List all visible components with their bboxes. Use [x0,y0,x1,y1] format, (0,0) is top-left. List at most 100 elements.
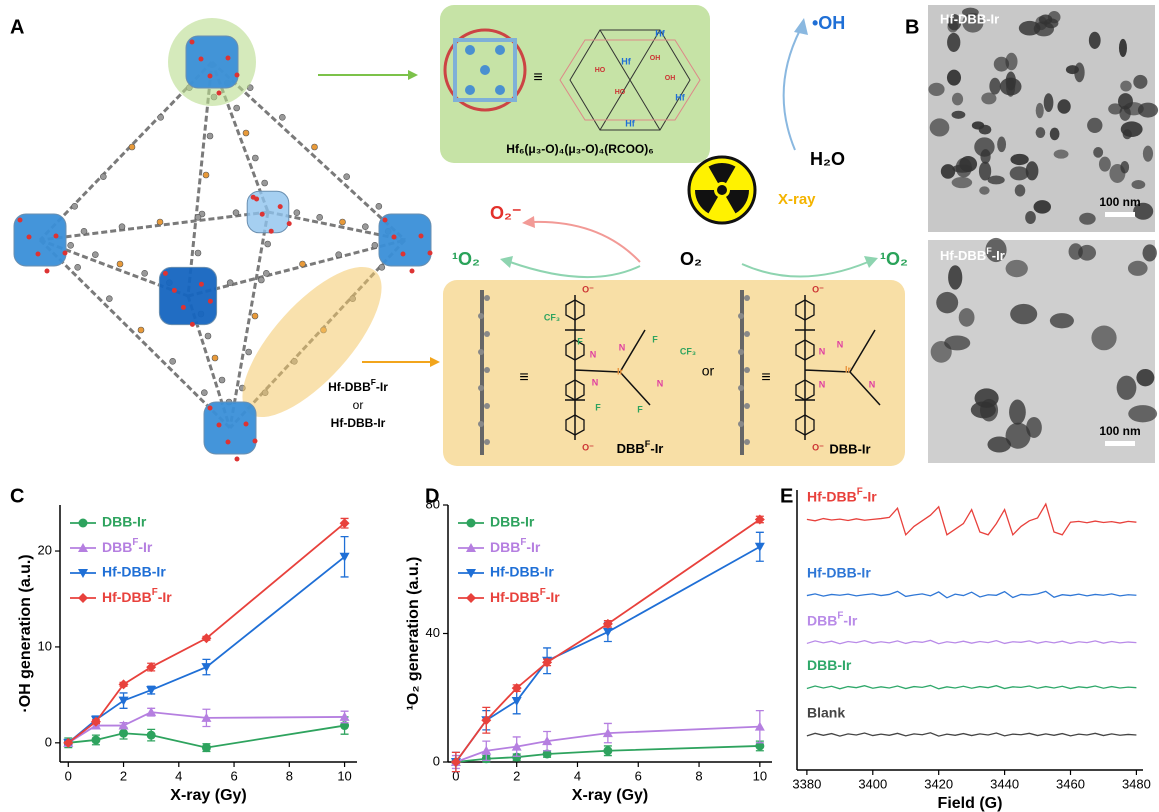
particle [1133,75,1147,89]
tem-label: Hf-DBBF-Ir [940,246,1005,263]
particle [952,111,966,119]
legend-marker [467,519,476,528]
x-tick-label: 4 [574,768,581,783]
atom [63,251,68,256]
atom-label: N [592,377,599,387]
particle [1143,146,1153,162]
radiation-center [717,185,727,195]
y-tick-label: 10 [38,638,52,653]
legend-label: Hf-DBB-Ir [102,564,166,580]
particle [1044,93,1054,112]
particle [1124,102,1144,115]
text-part: -Ir [526,539,541,555]
atom [383,218,388,223]
x-tick-label: 8 [286,768,293,783]
panel-label: C [10,485,24,507]
particle [1015,184,1025,196]
atom-label: N [657,378,664,388]
atom [372,242,378,248]
hf-atom: Hf [625,118,635,128]
cluster-box [440,5,710,163]
atom [419,234,424,239]
text-part: DBB [807,612,837,628]
atom [744,295,750,301]
marker [91,735,100,744]
text-part: -Ir [650,441,663,456]
figure: A B C D E HfHfHfHfHOOHHOOH ≡ Hf₆(μ₃-O)₄(… [0,0,1159,812]
text-part: Hf-DBB [940,248,986,263]
atom-label: F [577,336,583,346]
equiv: ≡ [519,369,528,386]
atom [252,313,258,319]
atom [100,174,106,180]
particle [1128,261,1148,276]
hydroxyl: OH [665,75,676,82]
atom [243,130,249,136]
atom [269,229,274,234]
particle [1120,81,1131,92]
particle [959,308,975,327]
atom [379,264,385,270]
text-part: -Ir [158,589,173,605]
particle [1128,405,1157,422]
atom-label: O⁻ [812,442,824,452]
atom [181,305,186,310]
particle [1109,164,1125,183]
particle [979,186,989,194]
y-tick-label: 20 [38,542,52,557]
singlet-oxygen-label: ¹O₂ [452,249,480,269]
legend-label: DBBF-Ir [490,537,541,555]
particle [1123,129,1132,139]
y-axis-label: ¹O₂ generation (a.u.) [405,557,422,711]
particle [994,57,1009,72]
x-tick-label: 3480 [1122,776,1151,791]
atom [278,204,283,209]
atom [36,252,41,257]
atom [235,73,240,78]
particle [989,78,1000,95]
atom [158,114,164,120]
marker [119,729,128,738]
atom [465,85,475,95]
particle [1044,18,1058,28]
atom [106,296,112,302]
atom [392,235,397,240]
atom [428,251,433,256]
particle [972,121,984,129]
atom [207,133,213,139]
atom [253,439,258,444]
atom-label: F [595,402,601,412]
particle [1087,118,1102,133]
atom [205,333,211,339]
atom [478,385,484,391]
legend-label: Hf-DBBF-Ir [102,587,172,605]
atom-label: N [869,379,876,389]
atom-label: CF₃ [544,312,560,322]
atom [738,385,744,391]
atom [484,295,490,301]
x-tick-label: 3420 [924,776,953,791]
text-part: Hf-DBB [490,589,540,605]
atom [336,252,342,258]
x-tick-label: 6 [635,768,642,783]
atom [226,440,231,445]
particle [1089,32,1101,49]
hf-atom: Hf [655,28,665,38]
atom [478,421,484,427]
atom-label: O⁻ [812,284,824,294]
atom [279,114,285,120]
particle [941,164,955,179]
text-part: -Ir [863,488,878,504]
particle [947,33,960,52]
atom [478,349,484,355]
x-axis-label: X-ray (Gy) [572,787,648,804]
text-part: -Ir [546,589,561,605]
atom-label: O⁻ [582,284,594,294]
atom [199,282,204,287]
atom [212,355,218,361]
scale-label: 100 nm [1099,195,1140,209]
atom [410,269,415,274]
legend-label: DBB-Ir [102,514,147,530]
particle [1132,180,1146,189]
atom [401,252,406,257]
